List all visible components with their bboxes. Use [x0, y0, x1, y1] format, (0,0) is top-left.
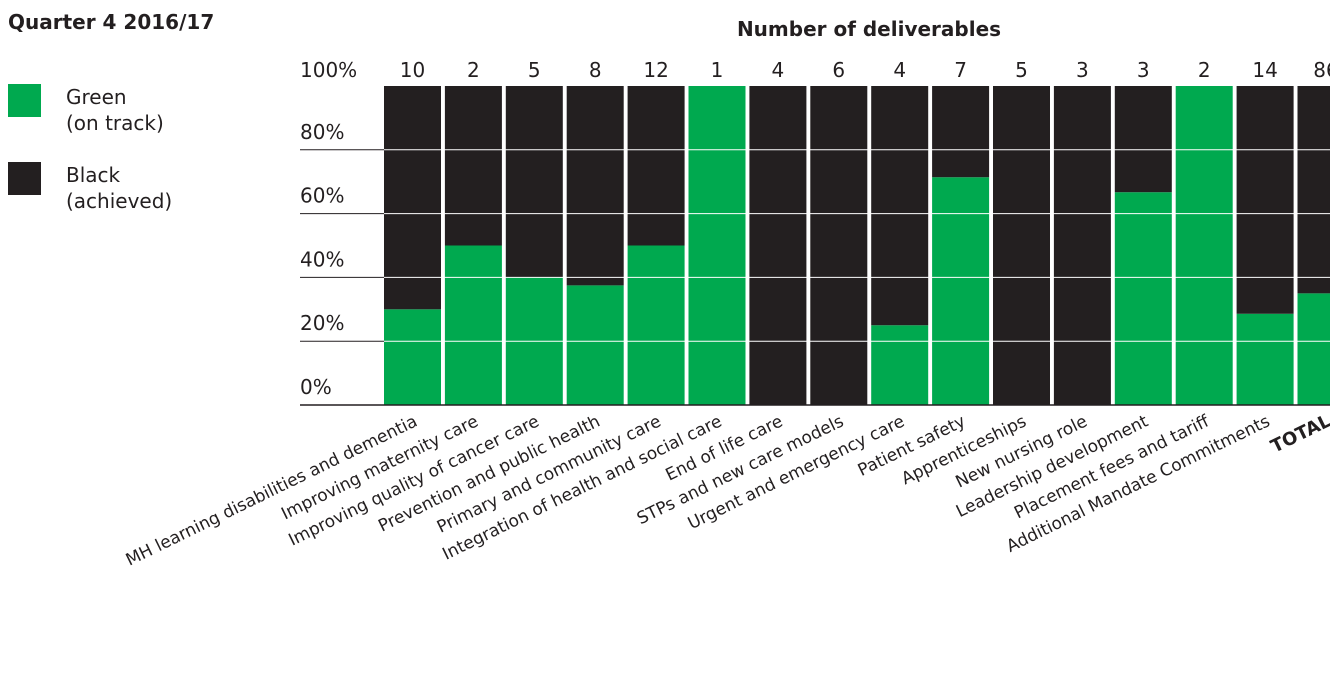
count-labels: 10258121464753321486 [400, 58, 1330, 82]
bar-black-1 [445, 86, 502, 246]
bar-green-0 [384, 309, 441, 405]
bar-black-11 [1054, 86, 1111, 405]
count-label-8: 4 [893, 58, 906, 82]
y-tick-label-3: 60% [300, 184, 344, 208]
count-label-2: 5 [528, 58, 541, 82]
count-label-14: 14 [1252, 58, 1277, 82]
count-label-11: 3 [1076, 58, 1089, 82]
y-tick-label-0: 0% [300, 375, 332, 399]
bars-group [384, 86, 1330, 405]
count-label-1: 2 [467, 58, 480, 82]
bar-black-4 [628, 86, 685, 246]
bar-green-14 [1237, 314, 1294, 405]
y-tick-label-1: 20% [300, 311, 344, 335]
count-label-15: 86 [1313, 58, 1330, 82]
category-label-15: TOTAL [1268, 411, 1330, 458]
category-labels: MH learning disabilities and dementiaImp… [123, 411, 1330, 571]
y-tick-label-5: 100% [300, 58, 357, 82]
bar-green-9 [932, 177, 989, 405]
bar-black-14 [1237, 86, 1294, 314]
bar-green-12 [1115, 192, 1172, 405]
count-label-0: 10 [400, 58, 425, 82]
bar-green-8 [871, 325, 928, 405]
count-label-9: 7 [954, 58, 967, 82]
bar-black-0 [384, 86, 441, 309]
bar-green-1 [445, 246, 502, 406]
bar-black-8 [871, 86, 928, 325]
bar-black-3 [567, 86, 624, 285]
y-tick-label-4: 80% [300, 120, 344, 144]
chart-title: Number of deliverables [737, 17, 1001, 41]
count-label-5: 1 [711, 58, 724, 82]
count-label-12: 3 [1137, 58, 1150, 82]
bar-black-12 [1115, 86, 1172, 192]
count-label-13: 2 [1198, 58, 1211, 82]
bar-green-5 [689, 86, 746, 405]
bar-black-6 [749, 86, 806, 405]
count-label-7: 6 [832, 58, 845, 82]
bar-black-2 [506, 86, 563, 277]
bar-black-15 [1298, 86, 1330, 293]
bar-black-9 [932, 86, 989, 177]
y-tick-label-2: 40% [300, 247, 344, 271]
bar-green-15 [1298, 293, 1330, 405]
count-label-4: 12 [643, 58, 668, 82]
count-label-6: 4 [772, 58, 785, 82]
bar-black-7 [810, 86, 867, 405]
bar-green-13 [1176, 86, 1233, 405]
y-tick-labels: 0% 20% 40% 60% 80% 100% [300, 58, 357, 399]
count-label-10: 5 [1015, 58, 1028, 82]
bar-black-10 [993, 86, 1050, 405]
bar-green-4 [628, 246, 685, 406]
count-label-3: 8 [589, 58, 602, 82]
bar-green-3 [567, 285, 624, 405]
